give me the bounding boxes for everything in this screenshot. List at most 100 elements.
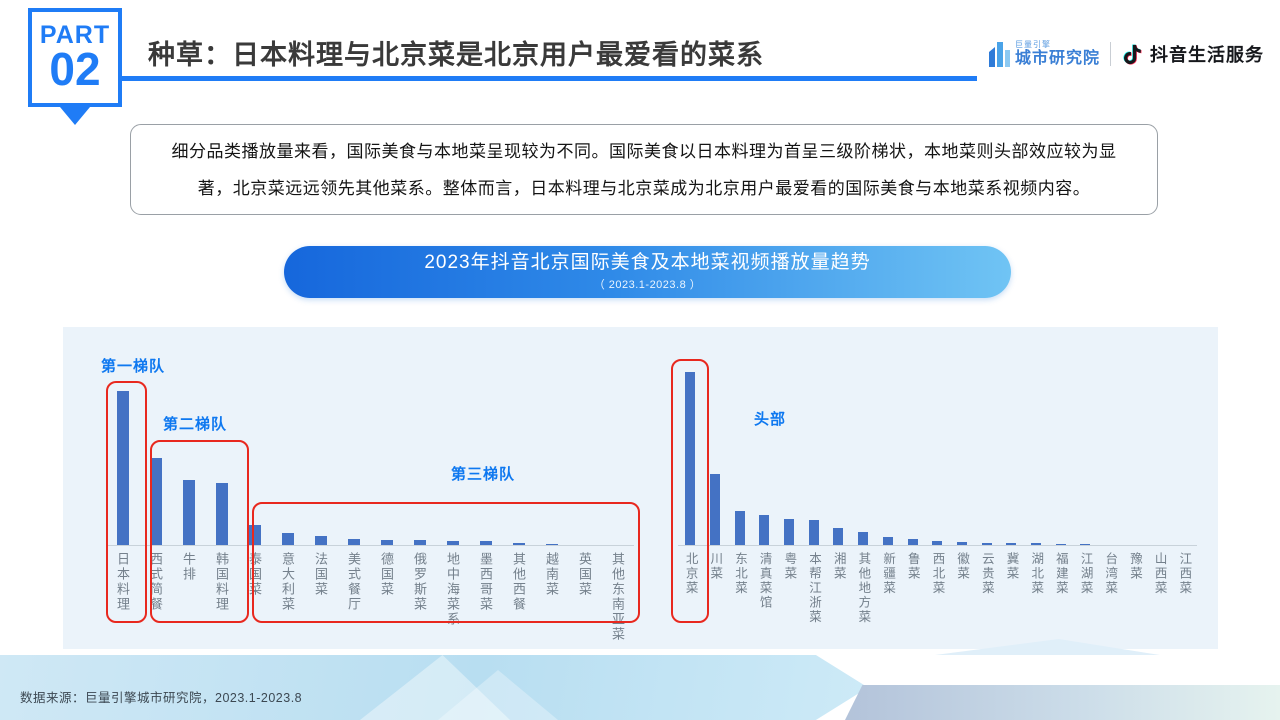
head-highlight-box [671,359,709,623]
category-label: 江西菜 [1177,552,1192,596]
bar-area [727,327,752,546]
tier1-label: 第一梯队 [101,358,166,375]
chart-title: 2023年抖音北京国际美食及本地菜视频播放量趋势 [424,252,871,274]
bar-area [106,327,139,546]
bar-area [370,327,403,546]
bar-column: 法国菜 [304,327,337,649]
bar-area [999,327,1024,546]
category-label: 鲁菜 [905,552,920,581]
category-label: 德国菜 [379,552,394,597]
bar-area [271,327,304,546]
bar-column: 江西菜 [1172,327,1197,649]
x-axis-line [106,545,634,546]
bar-area [950,327,975,546]
title-underline [122,76,977,81]
bar-area [238,327,271,546]
bar-福建菜 [1055,543,1066,546]
bar-云贵菜 [981,542,992,546]
bar-美式餐厅 [347,539,360,546]
bar-column: 俄罗斯菜 [403,327,436,649]
tier3-label: 第三梯队 [451,466,516,483]
bar-column: 地中海菜系 [436,327,469,649]
bar-column: 徽菜 [950,327,975,649]
category-label: 地中海菜系 [445,552,460,627]
category-label: 其他西餐 [511,552,526,612]
bar-column: 台湾菜 [1098,327,1123,649]
douyin-service-label: 抖音生活服务 [1150,45,1264,65]
bar-column: 福建菜 [1048,327,1073,649]
bar-area [752,327,777,546]
tier2-label: 第二梯队 [163,416,228,433]
bar-本帮江浙菜 [808,520,819,546]
category-label: 湖北菜 [1029,552,1044,596]
bar-清真菜馆 [759,515,770,546]
bar-area [139,327,172,546]
bar-column: 豫菜 [1122,327,1147,649]
bar-area [337,327,370,546]
insight-text: 细分品类播放量来看，国际美食与本地菜呈现较为不同。国际美食以日本料理为首呈三级阶… [171,141,1117,198]
category-label: 冀菜 [1004,552,1019,581]
bar-韩国料理 [215,482,228,546]
part-number: 02 [49,43,101,96]
bar-area [1048,327,1073,546]
category-label: 清真菜馆 [757,552,772,610]
bar-area [436,327,469,546]
head-label: 头部 [754,411,787,428]
category-label: 北京菜 [683,552,698,596]
part-badge-pointer [60,107,90,125]
bar-德国菜 [380,539,393,546]
bar-日本料理 [116,391,129,546]
category-label: 江湖菜 [1078,552,1093,596]
douyin-note-icon [1123,43,1142,65]
bar-area [801,327,826,546]
brand-main-label: 城市研究院 [1014,50,1100,67]
bar-area [172,327,205,546]
bar-area [1122,327,1147,546]
category-label: 日本料理 [115,552,130,612]
tier2-highlight-box [150,440,249,623]
bar-西式简餐 [149,458,162,546]
brand-small-label: 巨量引擎 [1014,40,1051,49]
bar-column: 德国菜 [370,327,403,649]
bar-column: 美式餐厅 [337,327,370,649]
bar-area [777,327,802,546]
chart-subtitle: （ 2023.1-2023.8 ） [593,278,702,291]
part-badge: PART 02 [28,8,122,107]
bar-area [1172,327,1197,546]
bar-column: 粤菜 [777,327,802,649]
tier3-highlight-box [252,502,640,623]
bar-column: 牛排 [172,327,205,649]
bar-新疆菜 [882,536,893,546]
bar-column: 本帮江浙菜 [801,327,826,649]
bar-俄罗斯菜 [413,539,426,546]
bar-area [1024,327,1049,546]
bar-area [502,327,535,546]
category-label: 豫菜 [1127,552,1142,581]
bar-column: 云贵菜 [974,327,999,649]
bar-area [469,327,502,546]
category-label: 牛排 [181,552,196,582]
bar-湖北菜 [1030,543,1041,546]
category-label: 本帮江浙菜 [807,552,822,625]
footer-left-ribbon [0,655,868,720]
bar-牛排 [182,479,195,546]
bar-group-local: 北京菜 川菜 东北菜 清真菜馆 粤菜 本帮江浙菜 湘菜 其他地方菜 新疆菜 鲁菜 西北菜 徽菜 云贵菜冀… [678,327,1197,649]
bar-湘菜 [833,528,844,546]
bar-area [304,327,337,546]
bar-column: 鲁菜 [900,327,925,649]
bar-area [1098,327,1123,546]
bar-其他西餐 [512,542,525,546]
bar-column: 西北菜 [925,327,950,649]
category-label: 川菜 [708,552,723,581]
bar-area [678,327,703,546]
bar-川菜 [710,473,721,546]
bar-意大利菜 [281,532,294,546]
category-label: 福建菜 [1053,552,1068,596]
bar-column: 韩国料理 [205,327,238,649]
bar-鲁菜 [907,539,918,546]
bar-西北菜 [932,540,943,546]
bar-column: 墨西哥菜 [469,327,502,649]
category-label: 东北菜 [732,552,747,596]
data-source-note: 数据来源：巨量引擎城市研究院，2023.1-2023.8 [20,691,303,705]
bar-chart: 日本料理 西式简餐 牛排 韩国料理 泰国菜 意大利菜 法国菜 美式餐厅 德国菜 俄罗斯菜 地中海菜系… [63,327,1218,649]
